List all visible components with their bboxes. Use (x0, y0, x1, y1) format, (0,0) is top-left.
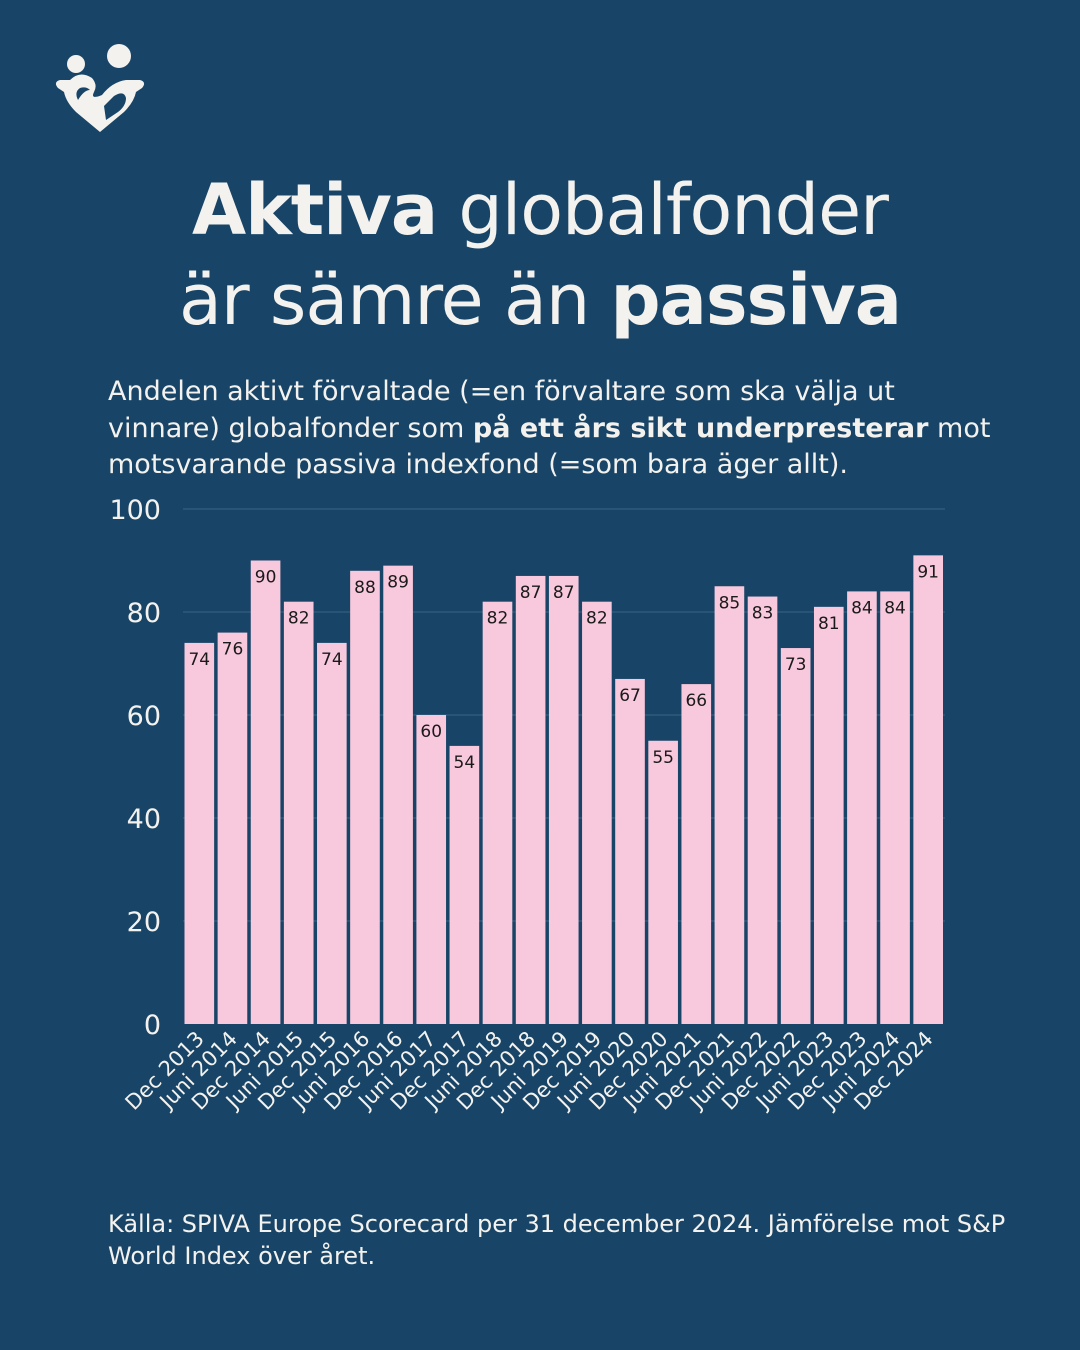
title-bold-1: Aktiva (192, 169, 438, 251)
bar (416, 715, 447, 1024)
bar (648, 740, 678, 1024)
data-label: 74 (321, 650, 343, 670)
bar (780, 648, 811, 1024)
bar (582, 601, 612, 1024)
y-tick-label: 100 (109, 495, 161, 526)
bar (847, 591, 877, 1024)
bar (217, 632, 248, 1024)
data-label: 84 (884, 598, 906, 618)
data-label: 82 (288, 609, 310, 629)
bar (747, 596, 778, 1024)
bar (283, 601, 314, 1024)
bar (449, 745, 480, 1024)
bar (482, 601, 513, 1024)
data-label: 60 (420, 722, 442, 742)
title-rest-1: globalfonder (437, 169, 889, 251)
subtitle: Andelen aktivt förvaltade (=en förvaltar… (108, 374, 1008, 484)
data-label: 76 (222, 640, 244, 660)
data-label: 84 (851, 598, 873, 618)
data-label: 81 (818, 614, 840, 634)
data-label: 88 (354, 578, 376, 598)
data-label: 87 (553, 583, 575, 603)
y-tick-label: 0 (144, 1010, 161, 1041)
bar (714, 586, 745, 1024)
bar (350, 570, 380, 1024)
data-label: 67 (619, 686, 641, 706)
data-label: 87 (520, 583, 542, 603)
data-label: 82 (586, 609, 608, 629)
bar (880, 591, 910, 1024)
data-label: 74 (188, 650, 210, 670)
title-bold-2: passiva (610, 259, 903, 341)
subtitle-bold: på ett års sikt underpresterar (472, 412, 929, 444)
bar (548, 575, 579, 1024)
data-label: 83 (752, 604, 774, 624)
bar (681, 684, 712, 1024)
page-title: Aktiva globalfonder är sämre än passiva (0, 165, 1080, 345)
bar (813, 606, 844, 1024)
data-label: 82 (487, 609, 509, 629)
logo-icon (55, 44, 145, 132)
bar (615, 678, 645, 1024)
bar (913, 555, 943, 1024)
data-label: 66 (685, 691, 707, 711)
bar (515, 575, 546, 1024)
data-label: 54 (454, 753, 476, 773)
data-label: 90 (255, 568, 277, 588)
y-tick-label: 80 (127, 598, 161, 629)
subtitle-part-1: Andelen aktivt förvaltade (=en förvaltar… (108, 376, 895, 444)
bar (250, 560, 281, 1024)
data-label: 91 (917, 562, 939, 582)
bar (317, 642, 347, 1024)
data-label: 89 (387, 573, 409, 593)
y-tick-label: 60 (127, 701, 161, 732)
source-note: Källa: SPIVA Europe Scorecard per 31 dec… (108, 1210, 1006, 1270)
data-label: 85 (719, 593, 741, 613)
data-label: 73 (785, 655, 807, 675)
bar (184, 642, 215, 1024)
title-line-2: är sämre än (178, 259, 611, 341)
y-tick-label: 40 (127, 804, 161, 835)
y-tick-label: 20 (127, 907, 161, 938)
bar (383, 565, 413, 1024)
data-label: 55 (652, 748, 674, 768)
subtitle-part-2: mot motsvarande passiva indexfond (=som … (108, 412, 991, 481)
